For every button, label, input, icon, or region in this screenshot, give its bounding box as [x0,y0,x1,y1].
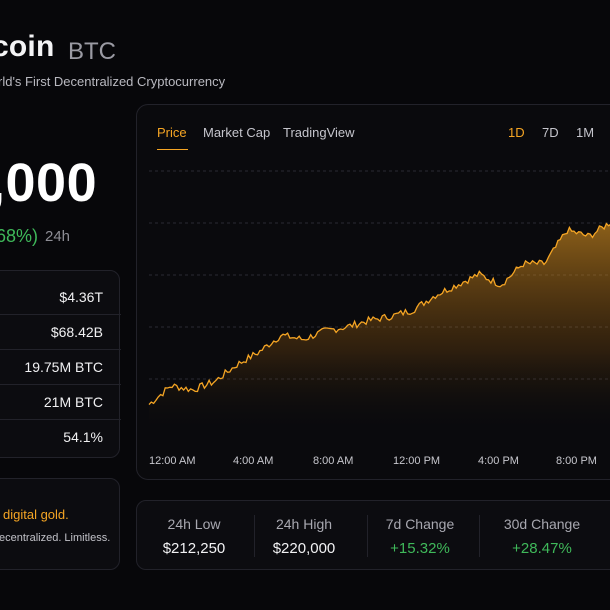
stat-value: $68.42B [50,324,103,340]
tab-price[interactable]: Price [157,125,187,140]
coin-name: coin [0,30,55,63]
summary-7d-change: 7d Change +15.32% [365,501,475,571]
x-axis-tick-label: 8:00 PM [556,455,597,467]
summary-24h-low: 24h Low $212,250 [139,501,249,571]
price-line [148,222,610,406]
divider [254,515,255,557]
price-area-fill [149,223,610,435]
about-text: ecentralized. Limitless. [0,532,111,544]
stat-value: 19.75M BTC [24,359,103,375]
about-headline: digital gold. [3,507,69,522]
summary-24h-high: 24h High $220,000 [249,501,359,571]
stat-value: 54.1% [63,429,103,445]
market-stats-card: $4.36T $68.42B 19.75M BTC 21M BTC 54.1% [0,270,121,458]
x-axis-tick-label: 4:00 PM [478,455,519,467]
stat-row-max-supply: 21M BTC [0,384,121,420]
tab-tradingview[interactable]: TradingView [283,125,355,140]
summary-value: +15.32% [390,540,450,557]
price-change-percent: 68%) [0,226,39,246]
stat-row-dominance: 54.1% [0,419,121,455]
summary-label: 30d Change [503,516,581,532]
summary-value: +28.47% [512,540,572,557]
divider [367,515,368,557]
price-chart[interactable]: 12:00 AM 4:00 AM 8:00 AM 12:00 PM 4:00 PM 8:0… [137,105,610,480]
summary-label: 24h Low [167,516,221,532]
summary-label: 7d Change [385,516,455,532]
range-7d[interactable]: 7D [542,125,559,140]
stat-row-circulating-supply: 19.75M BTC [0,349,121,385]
summary-value: $212,250 [162,540,226,557]
stat-value: $4.36T [59,289,103,305]
ticker-symbol: BTC [68,38,116,65]
summary-value: $220,000 [272,540,336,557]
stat-row-volume: $68.42B [0,314,121,350]
x-axis-tick-label: 12:00 PM [393,455,440,467]
stat-row-market-cap: $4.36T [0,279,121,315]
summary-30d-change: 30d Change +28.47% [487,501,597,571]
price-summary-card: 24h Low $212,250 24h High $220,000 7d Ch… [136,500,610,570]
price-chart-card: Price Market Cap TradingView 1D 7D 1M 12… [136,104,610,480]
x-axis-tick-label: 4:00 AM [233,455,273,467]
stat-value: 21M BTC [43,394,103,410]
change-period-label: 24h [45,228,71,245]
about-card: digital gold. ecentralized. Limitless. [0,478,120,570]
range-1m[interactable]: 1M [576,125,595,140]
summary-label: 24h High [275,516,333,532]
range-1d[interactable]: 1D [508,125,525,140]
current-price: ,000 [0,153,98,213]
coin-subtitle: rld's First Decentralized Cryptocurrency [0,74,226,89]
tab-market-cap[interactable]: Market Cap [203,125,271,140]
active-tab-indicator [157,149,188,150]
x-axis-tick-label: 12:00 AM [149,455,195,467]
divider [479,515,480,557]
x-axis-tick-label: 8:00 AM [313,455,353,467]
